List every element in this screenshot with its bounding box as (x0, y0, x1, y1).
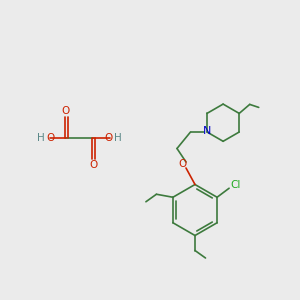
Text: N: N (203, 126, 212, 136)
Text: Cl: Cl (230, 180, 240, 190)
Text: O: O (46, 133, 54, 143)
Text: O: O (89, 160, 97, 170)
Text: O: O (62, 106, 70, 116)
Text: O: O (105, 133, 113, 143)
Text: O: O (178, 159, 186, 170)
Text: H: H (114, 133, 122, 143)
Text: H: H (37, 133, 45, 143)
